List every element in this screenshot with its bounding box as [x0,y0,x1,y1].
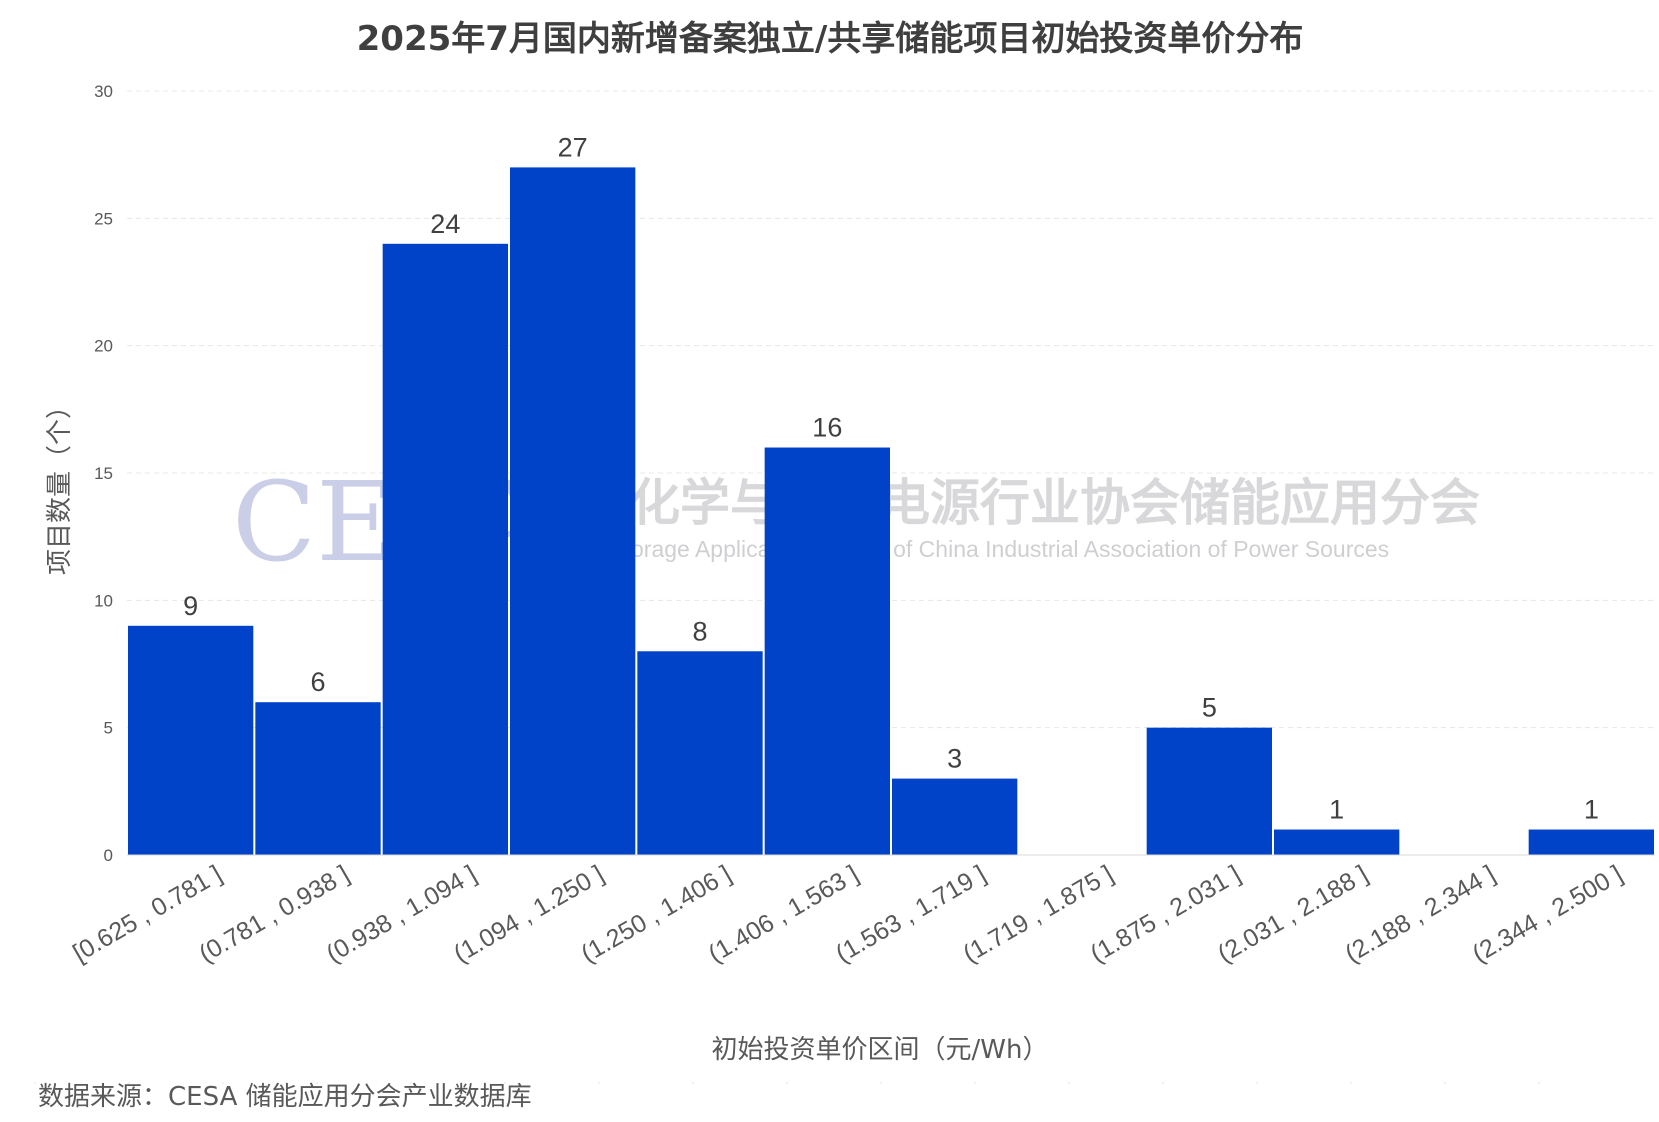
y-tick-label: 10 [94,591,113,610]
data-source: 数据来源：CESA 储能应用分会产业数据库 [38,1082,532,1112]
bar [382,243,508,856]
data-label: 9 [183,591,198,621]
bar [255,702,381,855]
bar [128,625,254,855]
y-axis-ticks: 0 5 10 15 20 25 30 [94,82,113,865]
data-labels: 9 6 24 27 8 16 3 5 1 1 [183,132,1599,824]
bar [1274,829,1400,855]
y-tick-label: 0 [104,846,113,865]
data-label: 5 [1202,693,1217,723]
watermark-name-cn: 中国化学与物理电源行业协会储能应用分会 [530,474,1480,532]
x-axis-ticks: [0.625 , 0.781 ](0.781 , 0.938 ](0.938 ,… [68,860,1627,968]
y-tick-label: 30 [94,82,113,101]
data-label: 3 [947,744,962,774]
bar [510,167,636,855]
data-label: 8 [692,616,707,646]
y-tick-label: 20 [94,337,113,356]
gridlines [127,90,1655,729]
data-label: 6 [310,667,325,697]
bars [128,167,1654,856]
y-tick-label: 25 [94,209,113,228]
bar [764,447,890,855]
y-axis-title: 项目数量（个） [45,393,75,575]
data-label: 24 [430,209,460,239]
x-axis-title: 初始投资单价区间（元/Wh） [712,1035,1049,1065]
data-label: 1 [1329,795,1344,825]
data-label: 1 [1584,795,1599,825]
bar [892,778,1018,855]
data-label: 16 [812,413,842,443]
bar [1146,727,1272,855]
bar [1528,829,1654,855]
data-label: 27 [558,132,588,162]
chart-title: 2025年7月国内新增备案独立/共享储能项目初始投资单价分布 [357,19,1304,59]
bar [637,651,763,855]
y-tick-label: 15 [94,464,113,483]
y-tick-label: 5 [104,719,113,738]
watermark-name-en: Energy Storage Application Branch of Chi… [530,536,1389,562]
